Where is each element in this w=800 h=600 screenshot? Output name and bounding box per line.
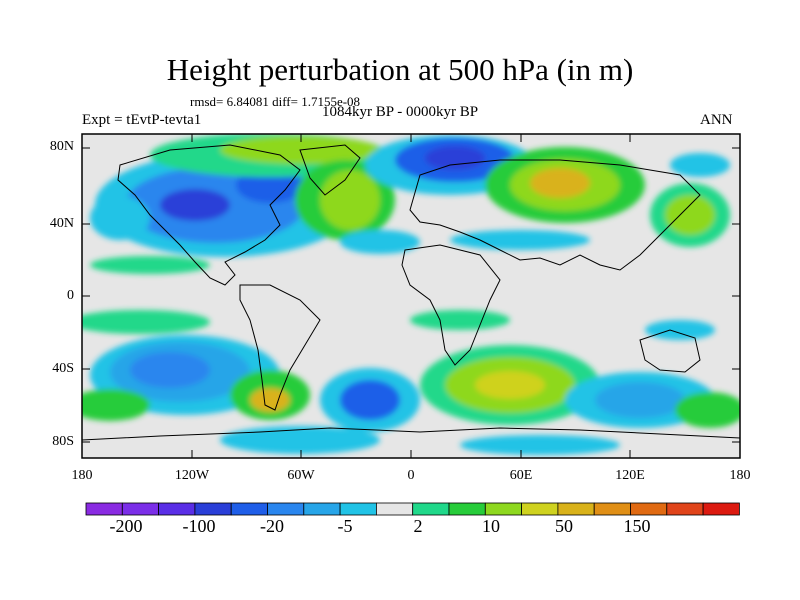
stats-text: rmsd= 6.84081 diff= 1.7155e-08 bbox=[190, 94, 361, 109]
colorbar-swatch bbox=[630, 502, 668, 516]
colorbar-swatch bbox=[230, 502, 268, 516]
lon-tick-label: 120E bbox=[615, 468, 645, 483]
colorbar-swatch bbox=[303, 502, 341, 516]
colorbar-swatch bbox=[194, 502, 232, 516]
colorbar-swatch bbox=[702, 502, 740, 516]
colorbar-swatch bbox=[267, 502, 305, 516]
colorbar-label: -200 bbox=[109, 516, 143, 536]
colorbar-label: -5 bbox=[337, 516, 353, 536]
colorbar bbox=[85, 502, 740, 516]
season-label: ANN bbox=[700, 112, 733, 128]
lat-tick-label: 0 bbox=[67, 288, 74, 303]
lat-tick-label: 80S bbox=[52, 434, 74, 449]
experiment-label: Expt = tEvtP-tevta1 bbox=[82, 112, 202, 128]
colorbar-swatch bbox=[85, 502, 123, 516]
colorbar-swatch bbox=[484, 502, 522, 516]
colorbar-label: -20 bbox=[260, 516, 284, 536]
colorbar-swatch bbox=[666, 502, 704, 516]
lon-tick-label: 180 bbox=[729, 468, 751, 483]
period-label: 1084kyr BP - 0000kyr BP bbox=[322, 104, 479, 120]
colorbar-label: 50 bbox=[555, 516, 573, 536]
colorbar-swatch bbox=[121, 502, 160, 516]
colorbar-swatch bbox=[412, 502, 450, 516]
colorbar-swatch bbox=[521, 502, 559, 516]
lat-tick-label: 80N bbox=[49, 139, 74, 154]
lat-tick-label: 40N bbox=[49, 216, 74, 231]
axis-ticks bbox=[82, 134, 740, 458]
colorbar-label: 150 bbox=[623, 516, 651, 536]
coastlines bbox=[82, 144, 740, 441]
colorbar-label: 2 bbox=[413, 516, 423, 536]
colorbar-swatch bbox=[339, 502, 377, 516]
lon-tick-label: 180 bbox=[71, 468, 93, 483]
colorbar-label: -100 bbox=[182, 516, 216, 536]
colorbar-swatch bbox=[375, 502, 414, 516]
lon-tick-label: 60W bbox=[287, 468, 315, 483]
colorbar-swatch bbox=[448, 502, 486, 516]
lon-tick-label: 0 bbox=[407, 468, 415, 483]
map-title: Height perturbation at 500 hPa (in m) bbox=[166, 52, 634, 87]
colorbar-label: 10 bbox=[482, 516, 500, 536]
colorbar-swatch bbox=[593, 502, 631, 516]
contour-field bbox=[82, 134, 740, 458]
lat-tick-label: 40S bbox=[52, 361, 74, 376]
colorbar-swatch bbox=[557, 502, 595, 516]
lon-tick-label: 60E bbox=[509, 468, 533, 483]
lon-tick-label: 120W bbox=[174, 468, 210, 483]
colorbar-swatch bbox=[158, 502, 196, 516]
